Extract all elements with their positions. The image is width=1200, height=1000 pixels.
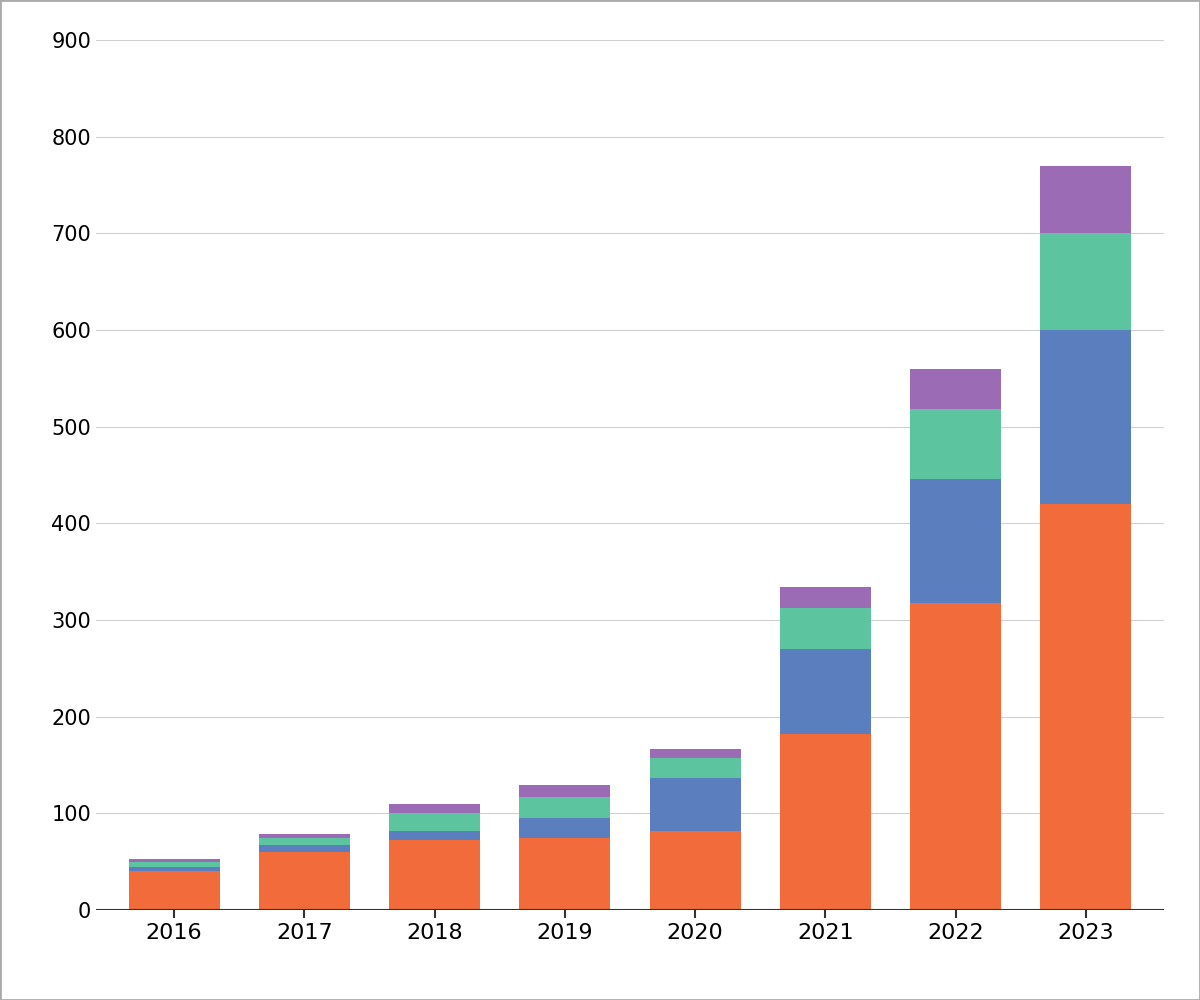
Bar xyxy=(520,797,611,818)
Bar xyxy=(910,369,1001,409)
Bar xyxy=(910,409,1001,479)
Bar xyxy=(649,758,740,778)
Bar xyxy=(780,608,871,649)
Bar xyxy=(520,818,611,838)
Bar xyxy=(520,838,611,910)
Bar xyxy=(649,831,740,910)
Bar xyxy=(1040,166,1132,233)
Bar xyxy=(389,804,480,813)
Bar xyxy=(780,649,871,734)
Bar xyxy=(910,479,1001,603)
Bar xyxy=(910,603,1001,910)
Bar xyxy=(780,587,871,608)
Bar xyxy=(389,831,480,840)
Bar xyxy=(128,871,220,910)
Bar xyxy=(1040,330,1132,504)
Bar xyxy=(1040,233,1132,330)
Bar xyxy=(649,749,740,758)
Bar xyxy=(259,852,350,910)
Bar xyxy=(128,862,220,866)
Bar xyxy=(128,859,220,862)
Bar xyxy=(259,834,350,838)
Bar xyxy=(128,866,220,871)
Bar xyxy=(259,838,350,845)
Bar xyxy=(389,840,480,910)
Bar xyxy=(389,813,480,831)
Bar xyxy=(649,778,740,831)
Bar xyxy=(780,734,871,910)
Bar xyxy=(520,785,611,797)
Bar xyxy=(1040,504,1132,910)
Bar xyxy=(259,845,350,852)
